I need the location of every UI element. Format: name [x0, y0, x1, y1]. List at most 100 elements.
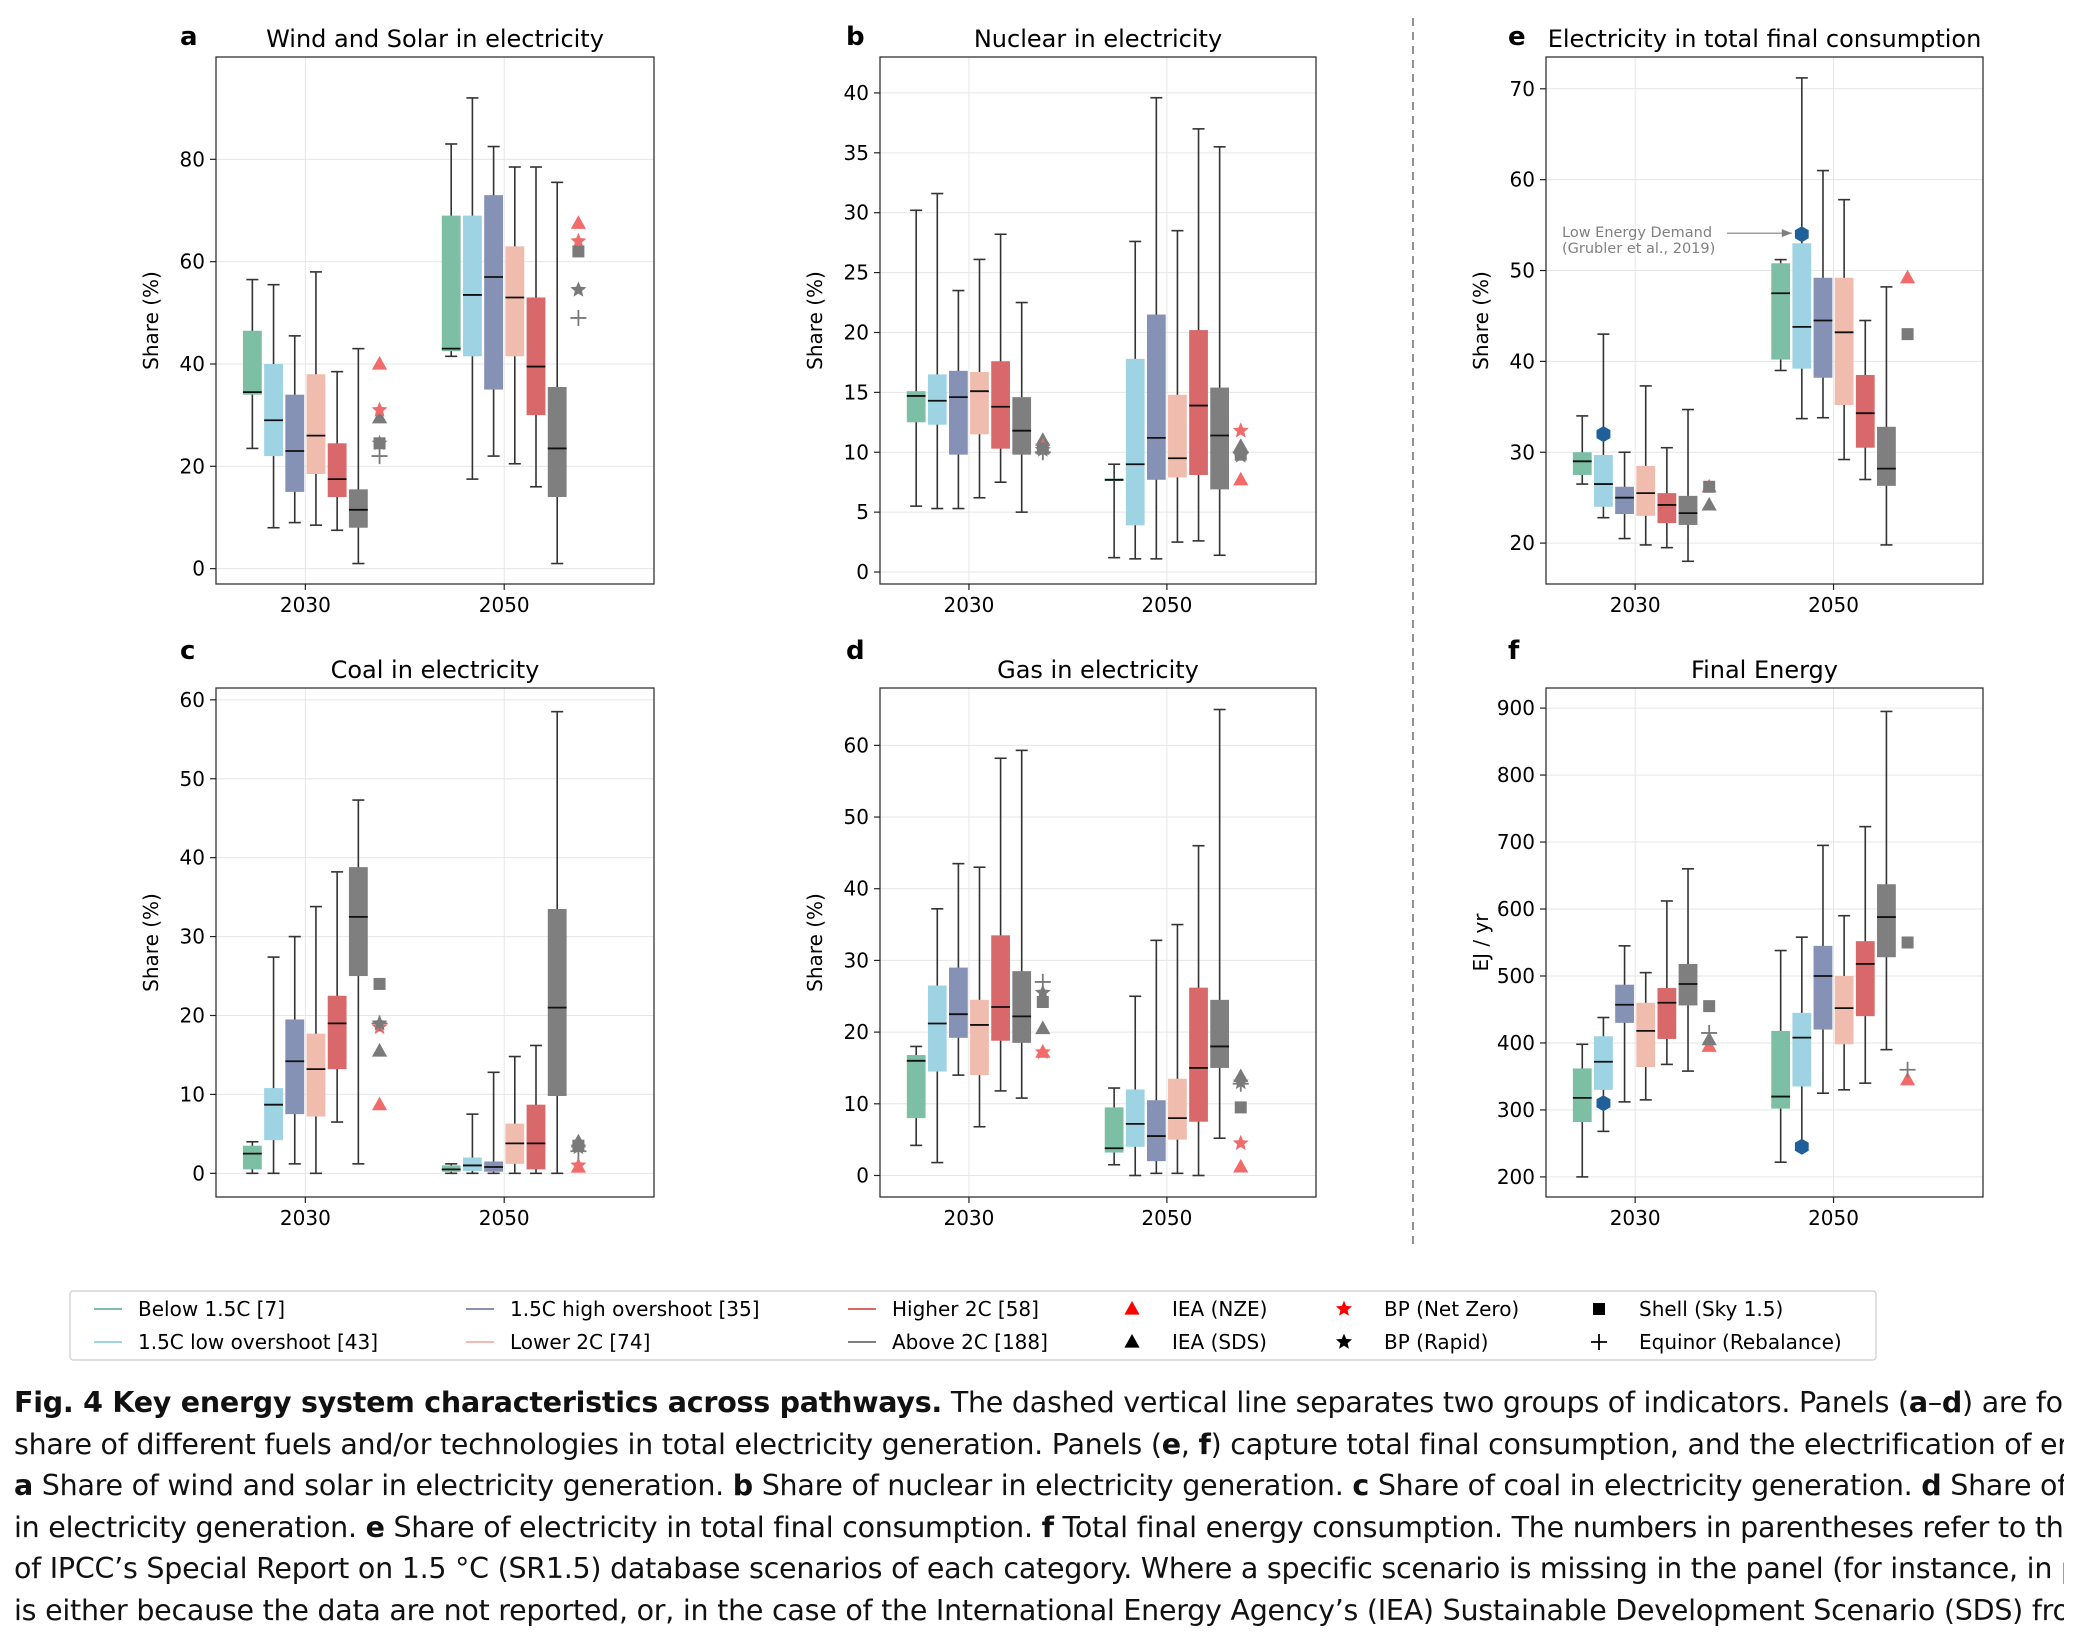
scenario-marker-star	[1034, 984, 1051, 1000]
box-body	[1012, 971, 1032, 1043]
caption-bold: e	[1161, 1427, 1181, 1461]
scenario-marker-plus	[1034, 444, 1051, 461]
legend-marker-square	[1593, 1303, 1605, 1315]
box-body	[327, 995, 347, 1070]
box-1-5c-high-overshoot-2030	[949, 862, 968, 1076]
plot-frame	[1545, 687, 1984, 1198]
box-below-1-5c-2050	[1771, 949, 1791, 1163]
box-body	[991, 361, 1010, 449]
caption-line: of IPCC’s Special Report on 1.5 °C (SR1.…	[14, 1548, 2064, 1590]
box-lower-2c-2050	[505, 166, 525, 465]
scenario-marker-plus	[1034, 973, 1051, 990]
caption-text: is either because the data are not repor…	[14, 1593, 2064, 1627]
box-higher-2c-2050	[526, 166, 546, 488]
box-1-5c-low-overshoot-2050	[1125, 240, 1145, 560]
box-below-1-5c-2030	[906, 1045, 926, 1147]
y-tick-label: 40	[844, 877, 869, 901]
box-higher-2c-2030	[991, 233, 1010, 483]
panel-letter: a	[180, 22, 198, 52]
scenario-marker-square	[1703, 1000, 1716, 1013]
y-tick-label: 20	[180, 454, 205, 478]
box-lower-2c-2030	[306, 271, 326, 526]
panel-letter: b	[846, 22, 865, 52]
box-body	[1855, 375, 1875, 448]
box-body	[264, 363, 283, 457]
y-tick-label: 0	[192, 557, 205, 581]
caption-bold: Fig. 4 Key energy system characteristics…	[14, 1386, 943, 1419]
y-tick-label: 10	[180, 1082, 205, 1106]
y-tick-label: 25	[844, 261, 869, 285]
panel-letter: d	[846, 636, 865, 666]
scenario-marker-star	[371, 401, 388, 417]
caption-text: Share of coal in electricity generation.	[1369, 1469, 1922, 1502]
box-lower-2c-2030	[970, 258, 989, 499]
caption-line: in electricity generation. e Share of el…	[14, 1507, 2064, 1549]
y-tick-label: 60	[180, 688, 205, 712]
caption-text: –	[1927, 1386, 1942, 1419]
scenario-marker-square	[1703, 480, 1716, 493]
panel-a: 0 20 40 60 80 2030 2050 Wind and Solar in elect…	[139, 22, 655, 617]
y-tick-label: 60	[1510, 168, 1535, 192]
scenario-marker-triangle	[371, 1096, 388, 1111]
panel-title: Coal in electricity	[331, 656, 540, 684]
box-body	[970, 999, 989, 1076]
scenario-marker-triangle	[1899, 269, 1916, 284]
legend: Below 1.5C [7] 1.5C low overshoot [43] 1.5…	[69, 1290, 1877, 1361]
y-tick-label: 600	[1497, 897, 1535, 921]
box-1-5c-high-overshoot-2030	[949, 289, 968, 510]
scenario-marker-plus	[1701, 1024, 1718, 1041]
panel-f: 200 300 400 500 600 700 800 900 2030 2050 Final En…	[1469, 636, 1984, 1230]
box-higher-2c-2030	[327, 370, 347, 532]
scenario-marker-triangle	[570, 215, 587, 229]
y-tick-label: 60	[180, 250, 205, 274]
box-body	[1813, 277, 1833, 378]
box-1-5c-low-overshoot-2030	[1594, 1016, 1613, 1133]
box-body	[441, 215, 461, 352]
low-energy-demand-marker	[1596, 426, 1611, 443]
box-body	[1210, 387, 1230, 490]
legend-label: 1.5C low overshoot [43]	[138, 1330, 378, 1354]
y-tick-label: 35	[844, 141, 869, 165]
x-tick-label: 2050	[1141, 1206, 1192, 1230]
x-tick-label: 2050	[479, 1206, 530, 1230]
caption-bold: a	[14, 1469, 33, 1502]
box-lower-2c-2050	[1834, 198, 1854, 461]
box-higher-2c-2050	[1189, 844, 1208, 1177]
box-body	[1834, 277, 1854, 406]
box-body	[547, 387, 567, 498]
box-lower-2c-2050	[1168, 229, 1187, 543]
scenario-marker-plus	[1232, 1075, 1249, 1092]
caption-line: is either because the data are not repor…	[14, 1590, 2064, 1632]
y-tick-label: 15	[844, 380, 869, 404]
box-lower-2c-2030	[970, 866, 989, 1128]
box-body	[348, 489, 368, 528]
box-below-1-5c-2030	[1572, 415, 1592, 485]
scenario-marker-plus	[371, 1015, 388, 1032]
panel-e: Low Energy Demand(Grubler et al., 2019) 2…	[1469, 22, 1984, 617]
box-body	[1012, 397, 1032, 455]
box-body	[306, 1033, 326, 1117]
y-tick-label: 40	[1510, 349, 1535, 373]
box-1-5c-low-overshoot-2050	[462, 1113, 482, 1175]
box-body	[1146, 1100, 1166, 1162]
box-above-2c-2050	[1210, 146, 1230, 557]
y-tick-label: 0	[856, 560, 869, 584]
box-body	[1125, 358, 1145, 526]
legend-label: BP (Net Zero)	[1384, 1297, 1519, 1321]
annotation-text: (Grubler et al., 2019)	[1562, 241, 1715, 257]
y-tick-label: 60	[844, 733, 869, 757]
box-body	[1813, 945, 1833, 1030]
box-body	[949, 370, 968, 455]
caption-line: a Share of wind and solar in electricity…	[14, 1465, 2064, 1507]
box-body	[1877, 426, 1896, 486]
box-1-5c-high-overshoot-2050	[484, 1071, 504, 1175]
low-energy-demand-marker	[1794, 1138, 1809, 1155]
box-1-5c-high-overshoot-2030	[1615, 945, 1634, 1103]
box-below-1-5c-2030	[906, 209, 926, 507]
legend-label: Shell (Sky 1.5)	[1639, 1297, 1783, 1321]
plot-frame	[215, 56, 655, 585]
box-above-2c-2050	[547, 710, 567, 1175]
panel-title: Gas in electricity	[997, 656, 1199, 684]
